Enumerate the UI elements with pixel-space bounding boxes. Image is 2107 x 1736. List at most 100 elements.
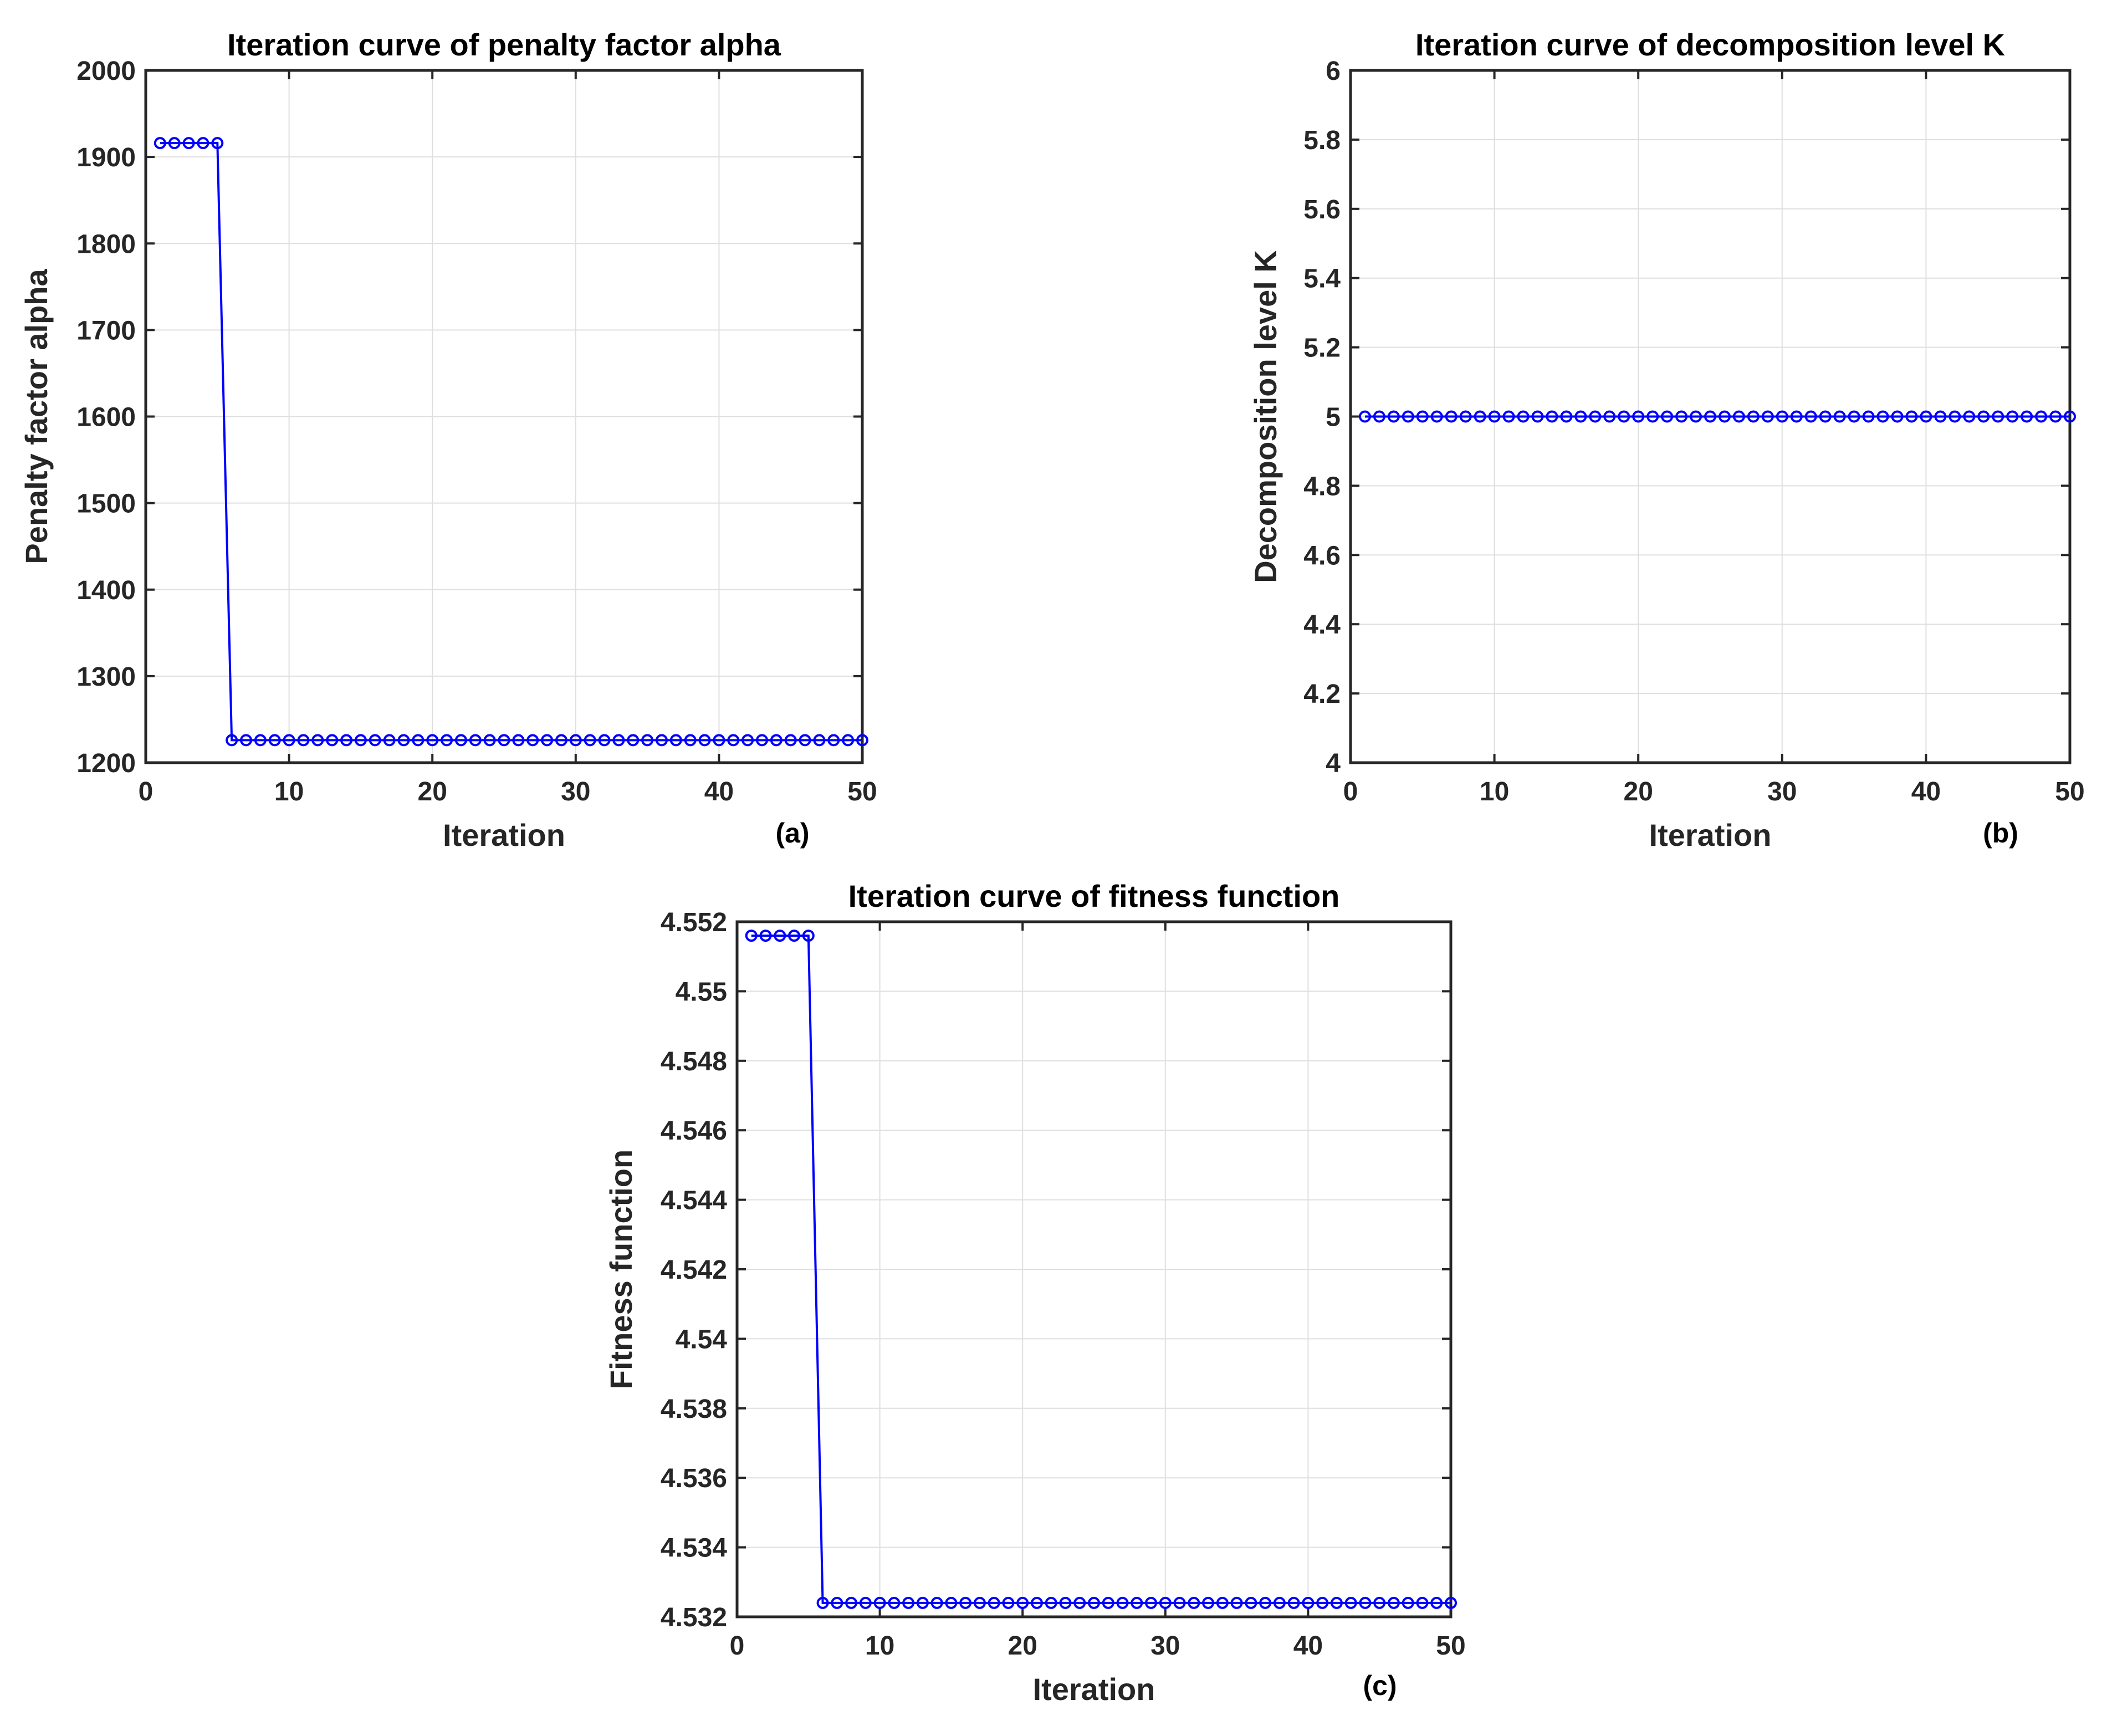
data-point	[1474, 410, 1486, 423]
series-line	[751, 935, 1451, 1604]
data-point	[1045, 1596, 1057, 1609]
x-tick-label: 0	[1343, 777, 1358, 806]
y-tick-label: 4.544	[661, 1186, 727, 1216]
data-point	[1344, 1596, 1357, 1609]
data-point	[873, 1596, 886, 1609]
data-point	[1603, 410, 1616, 423]
y-tick-label: 1500	[76, 489, 136, 519]
data-point	[1387, 410, 1400, 423]
data-point	[1459, 410, 1472, 423]
data-point	[755, 734, 768, 747]
y-axis-label: Penalty factor alpha	[19, 269, 54, 564]
data-point	[1416, 1596, 1429, 1609]
x-tick-label: 40	[704, 777, 734, 806]
data-point	[1761, 410, 1774, 423]
data-point	[1905, 410, 1918, 423]
data-point	[669, 734, 682, 747]
data-point	[598, 734, 611, 747]
y-tick-label: 4.54	[676, 1325, 728, 1354]
data-point	[326, 734, 339, 747]
x-tick-label: 10	[1480, 777, 1509, 806]
data-point	[1502, 410, 1515, 423]
data-point	[842, 734, 855, 747]
x-tick-label: 20	[1008, 1631, 1037, 1661]
y-tick-label: 4.548	[661, 1047, 727, 1076]
data-point	[369, 734, 381, 747]
data-point	[469, 734, 482, 747]
x-axis-label: Iteration	[1649, 818, 1772, 852]
data-point	[888, 1596, 901, 1609]
data-point	[154, 137, 166, 150]
data-point	[1287, 1596, 1300, 1609]
data-point	[1690, 410, 1702, 423]
y-tick-label: 1400	[76, 576, 136, 605]
y-tick-label: 4.2	[1303, 680, 1341, 709]
y-tick-label: 1900	[76, 143, 136, 172]
data-point	[197, 137, 209, 150]
x-tick-label: 20	[418, 777, 447, 806]
data-point	[845, 1596, 858, 1609]
data-point	[226, 734, 238, 747]
data-point	[1230, 1596, 1243, 1609]
data-point	[1073, 1596, 1086, 1609]
y-tick-label: 4	[1326, 749, 1341, 778]
data-point	[641, 734, 654, 747]
data-point	[1848, 410, 1860, 423]
data-point	[1273, 1596, 1286, 1609]
data-point	[902, 1596, 915, 1609]
data-point	[1718, 410, 1731, 423]
data-point	[182, 137, 195, 150]
data-point	[483, 734, 496, 747]
x-tick-label: 0	[139, 777, 154, 806]
y-axis-label: Fitness function	[604, 1150, 638, 1389]
x-axis-label: Iteration	[1033, 1672, 1155, 1707]
y-tick-label: 1600	[76, 403, 136, 432]
y-tick-label: 5.2	[1303, 334, 1341, 363]
y-tick-label: 1800	[76, 229, 136, 259]
data-point	[1445, 1596, 1457, 1609]
y-tick-label: 1300	[76, 662, 136, 692]
data-point	[1387, 1596, 1400, 1609]
data-point	[1747, 410, 1760, 423]
data-point	[1016, 1596, 1029, 1609]
x-axis-label: Iteration	[443, 818, 565, 852]
data-point	[2064, 410, 2076, 423]
data-point	[383, 734, 396, 747]
data-point	[1430, 1596, 1443, 1609]
y-tick-label: 5.4	[1303, 264, 1341, 294]
data-point	[930, 1596, 943, 1609]
data-point	[1531, 410, 1544, 423]
chart-panel-1: 0 10 20 30 40 50 1200 1300 1400 1500 1600 1700 1800 1…	[19, 27, 877, 852]
data-point	[1188, 1596, 1200, 1609]
y-tick-label: 4.538	[661, 1395, 727, 1424]
data-point	[454, 734, 467, 747]
data-point	[684, 734, 697, 747]
data-point	[774, 930, 786, 942]
x-tick-label: 40	[1911, 777, 1941, 806]
data-point	[1116, 1596, 1129, 1609]
data-point	[1804, 410, 1817, 423]
y-tick-label: 5.8	[1303, 126, 1341, 155]
data-point	[1675, 410, 1688, 423]
data-point	[713, 734, 725, 747]
data-point	[412, 734, 425, 747]
data-point	[1977, 410, 1990, 423]
panel-label: (b)	[1983, 818, 2018, 849]
data-point	[498, 734, 510, 747]
data-point	[1416, 410, 1429, 423]
y-axis-label: Decomposition level K	[1248, 250, 1283, 583]
data-point	[745, 930, 758, 942]
data-point	[1632, 410, 1645, 423]
data-point	[1088, 1596, 1100, 1609]
data-point	[1992, 410, 2004, 423]
data-point	[1560, 410, 1573, 423]
data-point	[1445, 410, 1457, 423]
data-point	[799, 734, 811, 747]
data-point	[397, 734, 410, 747]
x-tick-label: 50	[2055, 777, 2084, 806]
data-point	[1546, 410, 1558, 423]
data-point	[1216, 1596, 1229, 1609]
data-point	[1373, 1596, 1386, 1609]
x-tick-label: 10	[865, 1631, 894, 1661]
